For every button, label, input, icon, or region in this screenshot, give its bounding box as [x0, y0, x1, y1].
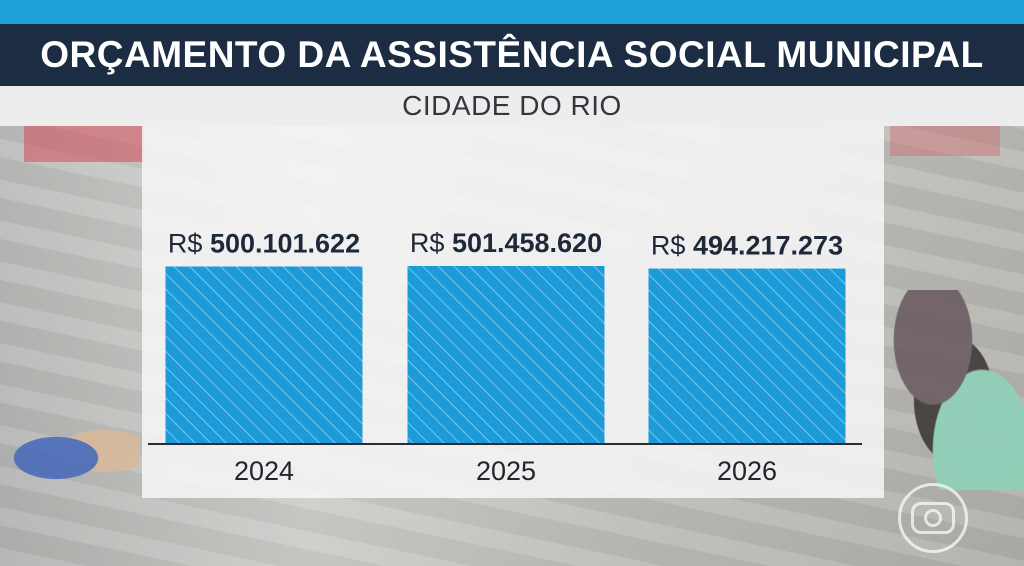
value-label-2025: R$ 501.458.620	[410, 228, 602, 258]
chart-title: ORÇAMENTO DA ASSISTÊNCIA SOCIAL MUNICIPA…	[0, 24, 1024, 86]
x-tick-label-2026: 2026	[717, 456, 777, 486]
background-detail	[890, 126, 1000, 156]
bar-2026	[648, 268, 846, 444]
top-accent-stripe	[0, 0, 1024, 24]
background-detail	[24, 126, 144, 162]
value-label-2024: R$ 500.101.622	[168, 228, 360, 258]
chart-subtitle: CIDADE DO RIO	[0, 86, 1024, 126]
value-label-2026: R$ 494.217.273	[651, 231, 843, 261]
background-objects	[0, 430, 140, 500]
background-objects	[884, 290, 1024, 490]
x-tick-label-2025: 2025	[476, 456, 536, 486]
chart-panel: R$ 500.101.622 2024 R$ 501.458.620 2025 R$ 4…	[142, 126, 884, 498]
bar-2025	[407, 266, 605, 444]
broadcaster-logo	[898, 483, 968, 553]
bar-2024	[165, 266, 363, 444]
x-tick-label-2024: 2024	[234, 456, 294, 486]
bar-chart: R$ 500.101.622 2024 R$ 501.458.620 2025 R$ 4…	[148, 228, 862, 486]
